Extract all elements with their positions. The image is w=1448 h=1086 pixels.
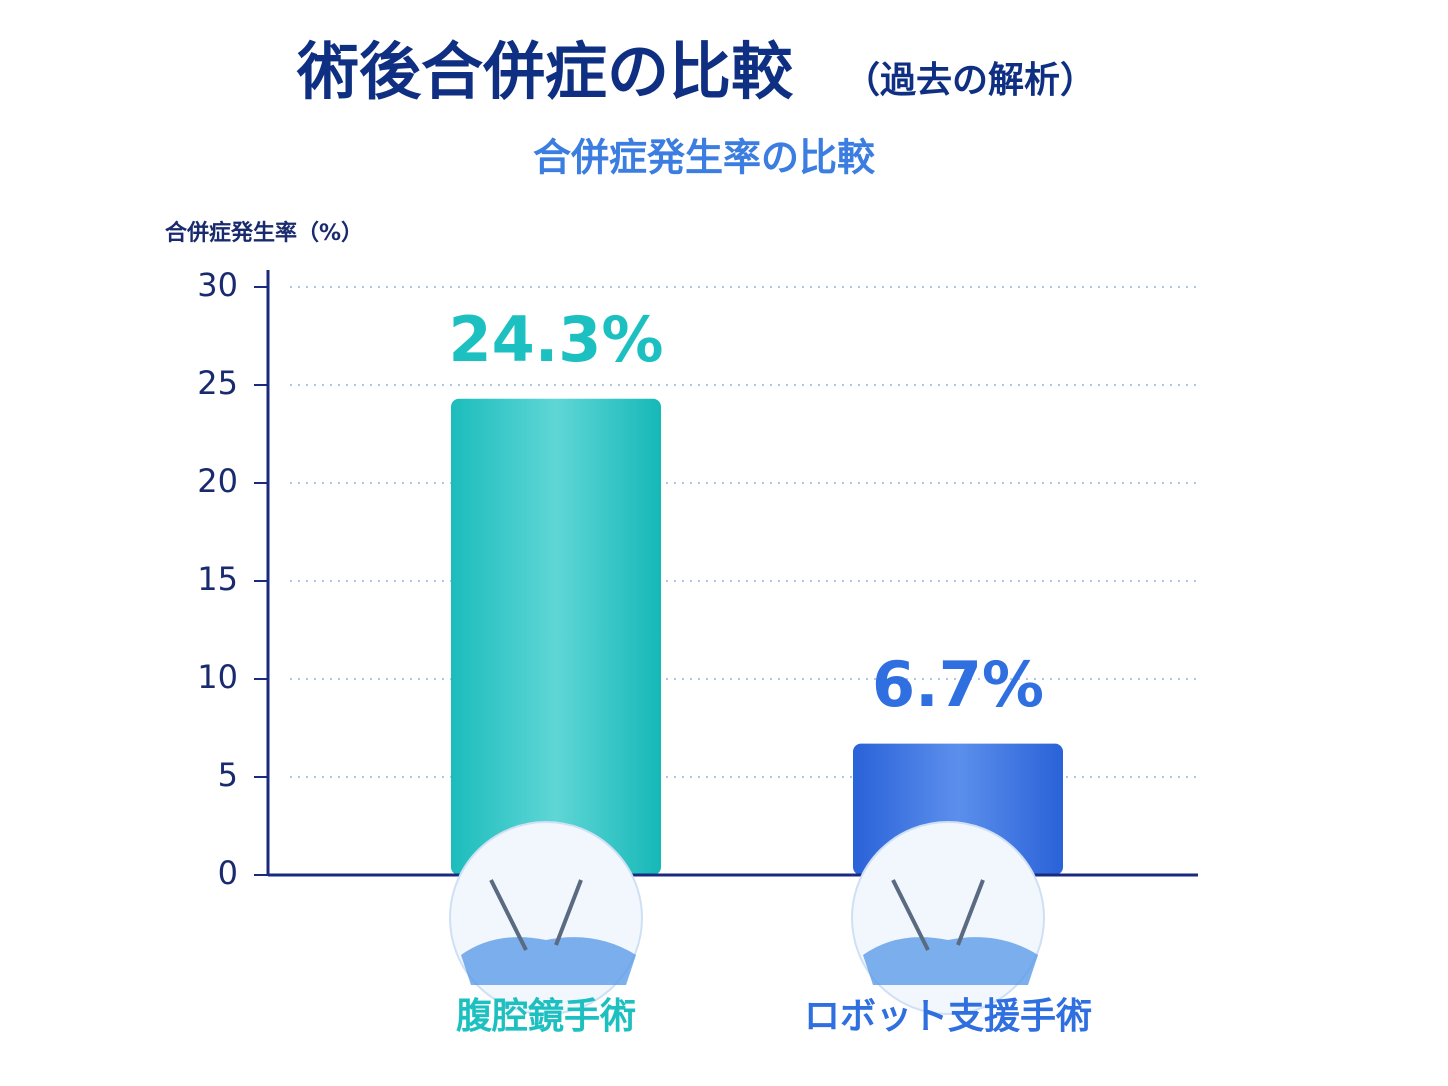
chart-title-note: （過去の解析） — [844, 60, 1096, 101]
icon-tool — [891, 879, 930, 951]
icon-tool — [554, 879, 583, 946]
icon-drape — [461, 937, 636, 985]
x-tick-label: ロボット支援手術 — [804, 996, 1092, 1037]
bar — [451, 398, 661, 875]
chart-subtitle: 合併症発生率の比較 — [533, 136, 876, 180]
y-tick-label: 20 — [197, 462, 238, 500]
y-tick-label: 0 — [218, 854, 238, 892]
value-label: 6.7% — [872, 648, 1044, 721]
icon-drape — [863, 937, 1038, 985]
icon-tool — [489, 879, 528, 951]
value-label: 24.3% — [448, 303, 663, 376]
icon-circle — [851, 821, 1045, 1015]
y-tick-label: 25 — [197, 364, 238, 402]
icon-circle — [449, 821, 643, 1015]
chart-title: 術後合併症の比較 — [296, 35, 794, 108]
y-tick-label: 30 — [197, 266, 238, 304]
icon-tool — [956, 879, 985, 946]
y-tick-label: 5 — [218, 756, 238, 794]
x-tick-label: 腹腔鏡手術 — [456, 996, 636, 1037]
y-axis-label: 合併症発生率（%） — [165, 220, 363, 246]
y-tick-label: 10 — [197, 658, 238, 696]
y-tick-label: 15 — [197, 560, 238, 598]
